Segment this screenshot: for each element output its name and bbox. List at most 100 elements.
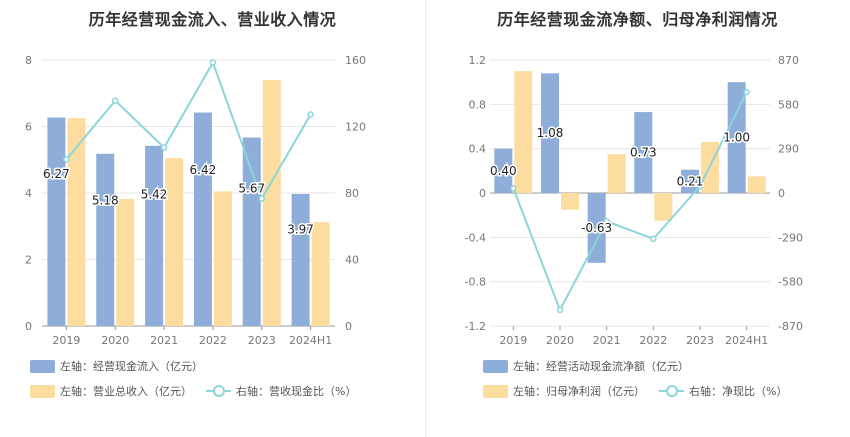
- legend-item-net-profit: 左轴：归母净利润（亿元）: [483, 383, 645, 399]
- chart-panel-net-cash-profit: 历年经营现金流净额、归母净利润情况 -1.2 -870 -0.8 -580 -0.4 -2…: [425, 0, 850, 437]
- x-tick-label: 2021: [150, 334, 178, 347]
- legend-swatch-bar: [30, 384, 55, 398]
- x-tick-label: 2019: [499, 334, 527, 347]
- bar-series-1: [47, 117, 66, 327]
- y-left-tick-label: 0.8: [469, 98, 487, 111]
- y-left-tick-label: 6: [25, 121, 32, 134]
- line-point: [510, 185, 517, 192]
- legend-swatch-bar: [30, 359, 55, 373]
- legend-row-2: 左轴：营业总收入（亿元） 右轴：营收现金比（%）: [30, 383, 370, 399]
- y-right-tick-label: 0: [345, 320, 352, 333]
- y-right-tick-label: 580: [778, 98, 799, 111]
- data-label: 1.00: [723, 131, 750, 145]
- legend-item-net-cash-ratio: 右轴：净现比（%）: [659, 383, 787, 399]
- line-point: [258, 195, 265, 202]
- data-label: 6.42: [190, 163, 217, 177]
- chart-plot-area: 0 0 2 40 4 80 6 120 8 160 2019 2020 2021 2022 2023 2024…: [25, 54, 366, 347]
- y-left-tick-label: 8: [25, 54, 32, 67]
- bar-series-1: [541, 73, 559, 193]
- bar-series-2: [311, 222, 330, 326]
- y-right-tick-label: -870: [778, 320, 803, 333]
- x-tick-label: 2024H1: [289, 334, 332, 347]
- legend-item-revenue: 左轴：营业总收入（亿元）: [30, 383, 192, 399]
- legend-swatch-bar: [483, 384, 508, 398]
- chart-title: 历年经营现金流净额、归母净利润情况: [497, 10, 778, 29]
- line-series: [512, 91, 748, 313]
- y-left-tick-label: 1.2: [469, 54, 487, 67]
- bar-series-2: [165, 158, 184, 326]
- legend-row-1: 左轴：经营活动现金流净额（亿元）: [483, 358, 703, 374]
- data-label: 0.40: [490, 164, 517, 178]
- legend-swatch-line: [206, 384, 231, 398]
- legend-item-net-cash-flow: 左轴：经营活动现金流净额（亿元）: [483, 358, 689, 374]
- legend-row-2: 左轴：归母净利润（亿元） 右轴：净现比（%）: [483, 383, 801, 399]
- bar-series-1: [587, 193, 606, 263]
- y-left-tick-label: -0.4: [465, 231, 486, 244]
- line-point: [556, 306, 564, 314]
- bar-series-1: [145, 145, 164, 326]
- line-series: [65, 60, 312, 202]
- bar-series-1: [242, 137, 261, 326]
- legend-label: 右轴：净现比（%）: [689, 385, 788, 398]
- line-point: [603, 218, 610, 225]
- x-tick-label: 2020: [546, 334, 574, 347]
- bar-series-1: [634, 112, 653, 193]
- x-tick-label: 2023: [686, 334, 714, 347]
- data-label: 0.21: [677, 174, 704, 188]
- y-right-tick-label: -580: [778, 276, 803, 289]
- y-left-tick-label: -0.8: [465, 276, 486, 289]
- data-label: 3.97: [287, 223, 314, 237]
- legend-label: 右轴：营收现金比（%）: [236, 385, 357, 398]
- data-label: 1.08: [537, 126, 564, 140]
- y-left-tick-label: 0: [479, 187, 486, 200]
- chart-panel-cash-inflow-revenue: 历年经营现金流入、营业收入情况 0 0 2 40 4 80 6 120 8 160 2019 2020…: [25, 10, 370, 399]
- legend-swatch-line: [659, 384, 684, 398]
- y-right-tick-label: 40: [345, 254, 359, 267]
- x-tick-label: 2022: [199, 334, 227, 347]
- data-label: 5.18: [92, 193, 119, 207]
- bar-series-2: [747, 176, 766, 193]
- data-label: 5.42: [141, 187, 168, 201]
- line-point: [112, 97, 119, 104]
- chart-plot-area: -1.2 -870 -0.8 -580 -0.4 -290 0 0 0.4 290 0.8 580 1.…: [465, 54, 803, 347]
- legend-label: 左轴：营业总收入（亿元）: [60, 385, 192, 398]
- y-right-tick-label: -290: [778, 231, 803, 244]
- line-point: [307, 111, 314, 118]
- y-right-tick-label: 290: [778, 143, 799, 156]
- y-right-tick-label: 870: [778, 54, 799, 67]
- y-right-tick-label: 80: [345, 187, 359, 200]
- bar-series-2: [67, 118, 86, 326]
- bar-series-1: [681, 169, 699, 193]
- legend-row-1: 左轴：经营现金流入（亿元）: [30, 358, 217, 374]
- bar-series-1: [96, 153, 115, 326]
- y-left-tick-label: 0: [25, 320, 32, 333]
- y-left-tick-label: -1.2: [465, 320, 486, 333]
- line-point: [63, 156, 70, 163]
- x-tick-label: 2024H1: [725, 334, 768, 347]
- y-right-tick-label: 0: [778, 187, 785, 200]
- legend-label: 左轴：归母净利润（亿元）: [513, 385, 645, 398]
- x-tick-label: 2021: [593, 334, 621, 347]
- bar-series-1: [193, 112, 212, 326]
- data-label: -0.63: [581, 221, 612, 235]
- data-label: 5.67: [238, 181, 265, 195]
- y-left-tick-label: 2: [25, 254, 32, 267]
- y-left-tick-label: 0.4: [469, 143, 487, 156]
- chart-title: 历年经营现金流入、营业收入情况: [88, 10, 337, 29]
- y-right-tick-label: 120: [345, 121, 366, 134]
- legend-label: 左轴：经营现金流入（亿元）: [60, 360, 203, 373]
- bar-series-2: [654, 193, 673, 221]
- bar-series-1: [494, 148, 513, 193]
- line-point: [209, 59, 217, 66]
- line-point: [160, 144, 168, 151]
- line-point: [650, 235, 657, 243]
- x-tick-label: 2019: [52, 334, 80, 347]
- data-label: 0.73: [630, 146, 657, 160]
- bar-series-2: [607, 154, 626, 193]
- bar-series-1: [291, 193, 310, 326]
- legend-item-ratio: 右轴：营收现金比（%）: [206, 383, 356, 399]
- legend-item-cash-inflow: 左轴：经营现金流入（亿元）: [30, 358, 203, 374]
- legend-label: 左轴：经营活动现金流净额（亿元）: [513, 360, 689, 373]
- bar-series-2: [213, 191, 232, 326]
- x-tick-label: 2023: [248, 334, 276, 347]
